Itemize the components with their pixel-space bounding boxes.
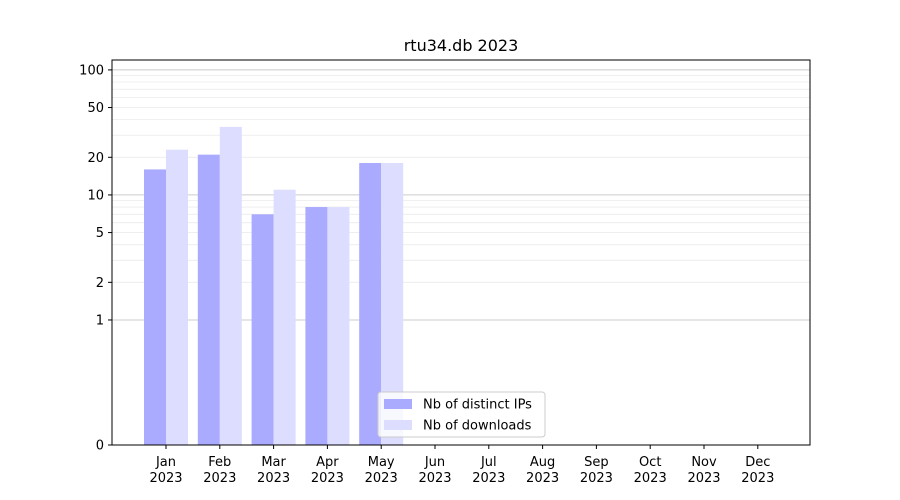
x-tick-label-year: 2023 (526, 471, 559, 486)
x-tick-label-month: Apr (316, 455, 339, 470)
legend-box (377, 391, 546, 438)
x-tick-label-year: 2023 (580, 471, 613, 486)
x-tick-label-month: May (368, 455, 395, 470)
legend-swatch (384, 399, 412, 409)
bar (219, 126, 242, 446)
x-tick-label-year: 2023 (257, 471, 290, 486)
x-tick-label-month: Sep (584, 455, 609, 470)
x-tick-label-year: 2023 (203, 471, 236, 486)
legend-label: Nb of downloads (423, 419, 532, 434)
y-tick-label: 50 (87, 101, 104, 116)
y-tick-label: 2 (96, 276, 104, 291)
x-tick-label-month: Dec (745, 455, 770, 470)
y-tick-label: 0 (96, 439, 104, 454)
bar (305, 207, 328, 445)
x-tick-label-month: Oct (639, 455, 661, 470)
x-tick-label-month: Jan (155, 455, 176, 470)
x-tick-label-month: Jul (480, 455, 497, 470)
bar (327, 207, 350, 445)
x-tick-label-month: Nov (691, 455, 717, 470)
x-tick-label-year: 2023 (311, 471, 344, 486)
x-axis: Jan2023Feb2023Mar2023Apr2023May2023Jun20… (149, 445, 774, 486)
x-tick-label-year: 2023 (634, 471, 667, 486)
chart-title: rtu34.db 2023 (404, 36, 519, 55)
x-tick-label-year: 2023 (418, 471, 451, 486)
x-tick-label-month: Aug (530, 455, 555, 470)
x-tick-label-year: 2023 (149, 471, 182, 486)
y-tick-label: 1 (96, 313, 104, 328)
y-tick-label: 5 (96, 226, 104, 241)
bars (144, 126, 404, 446)
x-tick-label-month: Feb (208, 455, 231, 470)
x-tick-label-year: 2023 (687, 471, 720, 486)
x-tick-label-month: Mar (261, 455, 286, 470)
legend-swatch (384, 420, 412, 430)
bar (359, 163, 382, 445)
plot-frame (111, 59, 811, 446)
bar (197, 154, 220, 446)
x-tick-label-year: 2023 (472, 471, 505, 486)
bar (273, 189, 296, 445)
bar (381, 163, 404, 445)
x-tick-label-month: Jun (424, 455, 445, 470)
y-tick-label: 10 (87, 188, 104, 203)
y-tick-label: 100 (79, 63, 104, 78)
bar (251, 214, 274, 445)
y-axis: 0 1 2 5 10 20 50 100 (79, 63, 112, 454)
bar (144, 169, 166, 445)
legend-label: Nb of distinct IPs (423, 398, 532, 413)
x-tick-label-year: 2023 (365, 471, 398, 486)
legend: Nb of distinct IPs Nb of downloads (377, 391, 546, 438)
y-tick-label: 20 (87, 151, 104, 166)
x-tick-label-year: 2023 (741, 471, 774, 486)
bar (166, 149, 188, 446)
